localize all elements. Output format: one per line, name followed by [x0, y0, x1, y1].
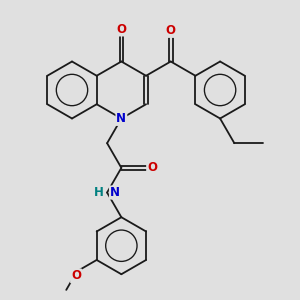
- Text: N: N: [116, 112, 126, 125]
- Text: H: H: [94, 186, 103, 199]
- Text: O: O: [166, 24, 176, 37]
- Text: O: O: [147, 161, 157, 174]
- Text: O: O: [71, 269, 81, 282]
- Text: N: N: [110, 186, 119, 199]
- Text: O: O: [116, 22, 126, 35]
